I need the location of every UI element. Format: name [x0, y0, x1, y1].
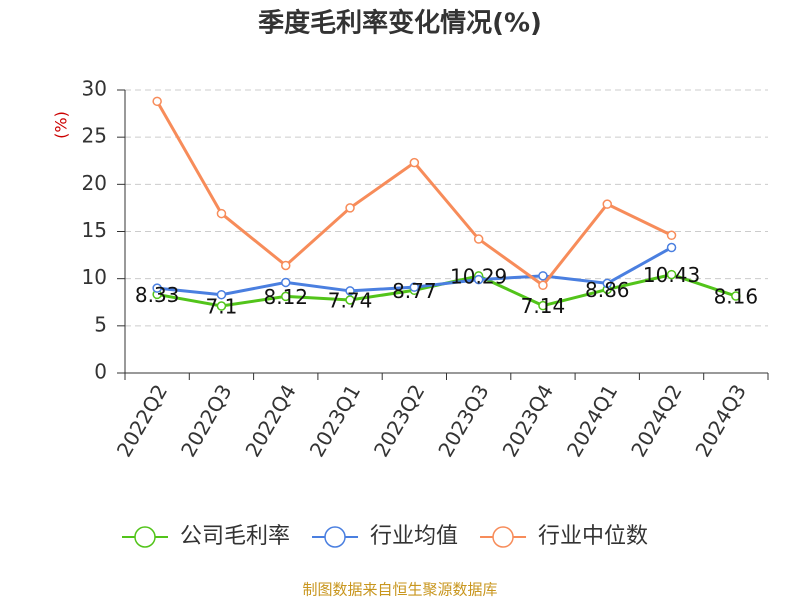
data-point: [216, 301, 227, 311]
data-point: [152, 283, 162, 293]
x-tick-label: 2023Q4: [498, 380, 558, 461]
data-point: [409, 157, 420, 168]
data-label: 10.29: [450, 264, 507, 288]
x-tick-label: 2022Q3: [176, 380, 236, 461]
x-tick-label: 2022Q2: [112, 380, 172, 461]
legend: 公司毛利率 行业均值 行业中位数: [122, 524, 648, 549]
data-point: [345, 286, 355, 296]
legend-marker: [134, 526, 156, 548]
data-point: [666, 242, 677, 253]
data-point: [281, 260, 291, 271]
data-point: [538, 300, 548, 311]
data-label: 8.12: [263, 285, 308, 309]
data-point: [666, 230, 677, 241]
legend-label: 行业均值: [370, 524, 458, 549]
y-tick-label: 30: [82, 77, 107, 101]
data-point: [602, 278, 612, 289]
x-tick-label: 2022Q4: [240, 380, 300, 461]
y-axis-label: (%): [52, 111, 71, 139]
data-point: [216, 289, 227, 300]
legend-label: 行业中位数: [538, 524, 648, 549]
y-tick-label: 20: [82, 171, 107, 195]
legend-marker: [324, 526, 346, 548]
data-point: [216, 208, 227, 219]
chart-title: 季度毛利率变化情况(%): [258, 8, 542, 39]
data-point: [473, 234, 484, 244]
y-tick-label: 25: [82, 124, 107, 148]
series-line: [155, 100, 673, 288]
legend-marker: [492, 526, 514, 548]
data-point: [731, 291, 741, 301]
x-tick-label: 2024Q1: [562, 380, 622, 461]
data-point: [281, 277, 291, 288]
data-label: 8.16: [714, 285, 759, 309]
data-point: [281, 291, 291, 302]
legend-label: 公司毛利率: [180, 524, 290, 549]
data-point: [152, 96, 162, 107]
y-tick-label: 15: [82, 218, 107, 242]
y-tick-label: 5: [94, 312, 107, 336]
data-point: [538, 271, 548, 281]
data-point: [345, 295, 355, 305]
data-label: 7.14: [521, 294, 566, 318]
data-label: 7.1: [206, 295, 238, 319]
data-label: 8.77: [392, 279, 437, 303]
data-point: [473, 274, 484, 285]
y-tick-label: 0: [94, 360, 107, 384]
data-point: [602, 199, 612, 209]
x-tick-label: 2023Q2: [369, 380, 429, 461]
x-tick-label: 2023Q3: [433, 380, 493, 461]
data-label: 8.33: [135, 283, 180, 307]
y-tick-label: 10: [82, 265, 107, 289]
x-tick-label: 2023Q1: [305, 380, 365, 461]
x-tick-label: 2024Q2: [626, 380, 686, 461]
data-label: 8.86: [585, 278, 630, 302]
data-label: 10.43: [643, 263, 700, 287]
data-point: [345, 203, 355, 213]
data-label: 7.74: [328, 288, 373, 312]
data-point: [409, 282, 420, 292]
data-point: [538, 280, 548, 291]
x-tick-label: 2024Q3: [690, 380, 750, 461]
data-point: [666, 269, 677, 280]
source-note: 制图数据来自恒生聚源数据库: [302, 581, 497, 599]
